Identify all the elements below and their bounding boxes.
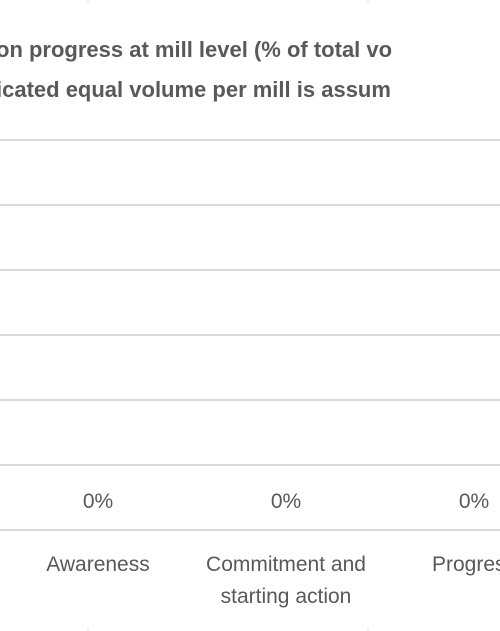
- gridlines: [0, 139, 500, 466]
- category-label: Awareness: [46, 553, 150, 576]
- data-label: 0%: [83, 490, 113, 513]
- data-labels: 0% 0% 0%: [83, 490, 489, 513]
- category-label: Progress: [432, 553, 500, 576]
- category-label: starting action: [221, 585, 352, 608]
- data-label: 0%: [271, 490, 301, 513]
- category-label: Commitment and: [206, 553, 366, 576]
- category-labels: Awareness Commitment and starting action Pr…: [46, 553, 500, 608]
- chart-title-line-2: icated equal volume per mill is assum: [0, 77, 391, 102]
- chart-title-line-1: on progress at mill level (% of total vo: [0, 37, 392, 62]
- data-label: 0%: [459, 490, 489, 513]
